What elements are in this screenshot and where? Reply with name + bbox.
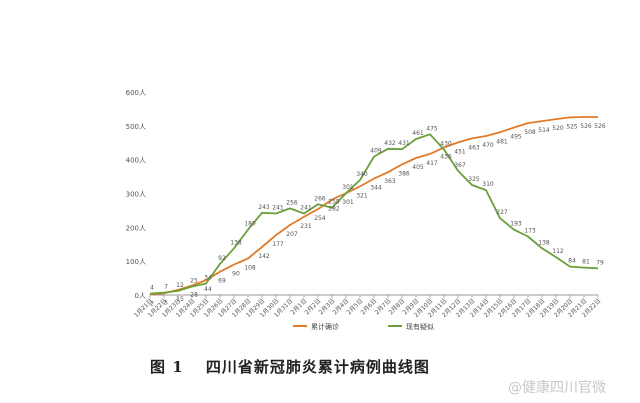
data-label-suspected: 475	[426, 125, 438, 132]
data-label-suspected: 256	[286, 199, 298, 206]
data-label-cumulative: 481	[496, 138, 508, 145]
data-label-cumulative: 344	[370, 185, 382, 192]
y-tick-label: 400人	[126, 157, 146, 165]
data-label-cumulative: 520	[552, 125, 564, 132]
data-label-suspected: 7	[164, 284, 168, 291]
data-label-suspected: 180	[244, 221, 256, 228]
data-label-suspected: 461	[412, 130, 424, 137]
data-label-cumulative: 90	[232, 271, 240, 278]
y-tick-label: 200人	[126, 224, 146, 232]
data-label-cumulative: 15	[176, 296, 184, 303]
data-label-cumulative: 69	[218, 278, 226, 285]
data-label-suspected: 81	[582, 259, 590, 266]
data-label-suspected: 301	[342, 184, 354, 191]
data-label-cumulative: 525	[566, 123, 578, 130]
data-label-suspected: 227	[496, 209, 508, 216]
data-label-cumulative: 526	[594, 123, 606, 130]
data-label-cumulative: 386	[398, 170, 410, 177]
data-label-cumulative: 108	[244, 264, 256, 271]
data-label-cumulative: 301	[342, 199, 354, 206]
data-label-suspected: 258	[328, 199, 340, 206]
data-label-suspected: 138	[538, 239, 550, 246]
data-label-cumulative: 495	[510, 134, 522, 141]
data-label-cumulative: 470	[482, 142, 494, 149]
data-label-suspected: 241	[272, 204, 284, 211]
figure-number: 图 1	[150, 358, 184, 376]
data-label-cumulative: 5	[164, 299, 168, 306]
data-label-cumulative: 231	[300, 223, 312, 230]
data-label-suspected: 112	[552, 248, 564, 255]
data-label-suspected: 432	[384, 140, 396, 147]
data-label-cumulative: 282	[328, 206, 340, 213]
data-label-suspected: 193	[510, 221, 522, 228]
data-label-cumulative: 463	[468, 144, 480, 151]
figure-title: 四川省新冠肺炎累计病例曲线图	[205, 358, 430, 376]
data-label-cumulative: 508	[524, 129, 536, 136]
data-label-suspected: 138	[230, 239, 242, 246]
data-label-cumulative: 142	[258, 253, 270, 260]
data-label-suspected: 84	[568, 258, 576, 265]
legend-label-suspected: 现有疑似	[406, 322, 434, 331]
data-label-cumulative: 2	[150, 300, 154, 307]
data-label-cumulative: 436	[440, 153, 452, 160]
data-label-suspected: 92	[218, 255, 226, 262]
data-label-suspected: 34	[204, 274, 212, 281]
y-tick-label: 500人	[126, 123, 146, 131]
data-label-cumulative: 177	[272, 241, 284, 248]
y-tick-label: 300人	[126, 191, 146, 199]
y-tick-label: 600人	[126, 89, 146, 97]
data-label-cumulative: 321	[356, 192, 368, 199]
data-label-suspected: 367	[454, 162, 466, 169]
data-label-cumulative: 363	[384, 178, 396, 185]
data-label-cumulative: 514	[538, 127, 550, 134]
data-label-cumulative: 417	[426, 160, 438, 167]
data-label-suspected: 173	[524, 227, 536, 234]
series-line-suspected	[149, 133, 599, 295]
legend-label-cumulative: 累计确诊	[311, 322, 339, 331]
data-label-suspected: 12	[176, 282, 184, 289]
data-label-cumulative: 526	[580, 123, 592, 130]
data-label-cumulative: 44	[204, 286, 212, 293]
data-label-suspected: 241	[300, 204, 312, 211]
data-label-suspected: 340	[356, 171, 368, 178]
data-label-suspected: 243	[258, 204, 270, 211]
watermark: @健康四川官微	[508, 380, 606, 396]
data-label-suspected: 409	[370, 148, 382, 155]
data-label-suspected: 310	[482, 181, 494, 188]
data-label-suspected: 4	[150, 285, 154, 292]
y-tick-label: 0人	[135, 292, 146, 300]
data-label-suspected: 266	[314, 195, 326, 202]
figure-caption: 图 1 四川省新冠肺炎累计病例曲线图	[150, 356, 430, 377]
data-label-cumulative: 451	[454, 148, 466, 155]
series-line-cumulative	[149, 116, 598, 296]
data-label-suspected: 25	[190, 278, 198, 285]
data-label-cumulative: 405	[412, 164, 424, 171]
chart: 0人100人200人300人400人500人600人1月21日1月22日1月23…	[126, 89, 606, 331]
data-label-suspected: 431	[398, 140, 410, 147]
y-tick-label: 100人	[126, 258, 146, 266]
data-label-suspected: 430	[440, 141, 452, 148]
data-label-cumulative: 207	[286, 231, 298, 238]
data-label-suspected: 325	[468, 176, 480, 183]
data-label-suspected: 79	[596, 259, 604, 266]
data-label-cumulative: 254	[314, 215, 326, 222]
data-label-cumulative: 28	[190, 292, 198, 299]
